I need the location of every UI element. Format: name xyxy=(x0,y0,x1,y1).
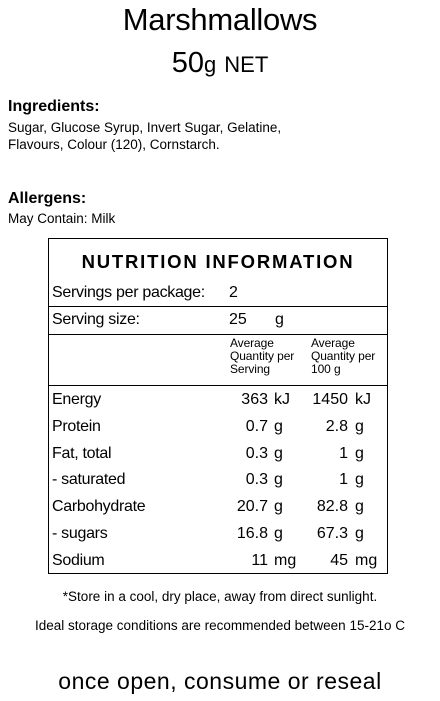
nutrient-per-serving: 0.3 xyxy=(245,444,268,462)
serving-size-label: Serving size: xyxy=(52,311,140,328)
servings-value: 2 xyxy=(229,284,238,301)
net-weight-unit: g xyxy=(203,52,217,77)
divider xyxy=(49,306,387,307)
column-header-per-serving: Average Quantity per Serving xyxy=(230,336,295,376)
nutrient-name: Energy xyxy=(52,391,101,408)
nutrient-per-100g-unit: g xyxy=(355,444,364,462)
nutrient-per-100g: 1450 xyxy=(312,391,348,408)
storage-conditions: Ideal storage conditions are recommended… xyxy=(35,618,405,633)
nutrient-name: - sugars xyxy=(52,525,108,542)
ingredients-heading: Ingredients: xyxy=(8,98,100,115)
nutrient-name: - saturated xyxy=(52,471,126,489)
nutrient-per-serving: 363 xyxy=(241,391,268,408)
nutrient-per-100g: 82.8 xyxy=(316,498,348,516)
ingredients-line-2: Flavours, Colour (120), Cornstarch. xyxy=(8,137,220,152)
nutrition-title: NUTRITION INFORMATION xyxy=(81,251,355,272)
servings-label: Servings per package: xyxy=(52,284,205,301)
nutrient-per-100g-unit: g xyxy=(355,417,364,435)
nutrient-per-100g-unit: g xyxy=(355,471,364,489)
nutrient-per-100g: 1 xyxy=(339,471,348,489)
net-weight-value: 50 xyxy=(171,47,204,79)
nutrient-per-100g: 2.8 xyxy=(325,417,348,435)
divider xyxy=(49,334,387,335)
allergens-heading: Allergens: xyxy=(8,190,87,207)
consume-note: once open, consume or reseal xyxy=(58,668,382,694)
nutrient-per-serving: 11 xyxy=(251,551,268,569)
nutrient-name: Sodium xyxy=(52,551,105,569)
nutrient-per-serving-unit: g xyxy=(274,417,283,435)
nutrition-panel: NUTRITION INFORMATION Servings per packa… xyxy=(48,238,388,574)
store-note: *Store in a cool, dry place, away from d… xyxy=(62,589,378,604)
nutrient-per-serving-unit: g xyxy=(274,471,283,489)
nutrient-name: Fat, total xyxy=(52,444,112,462)
nutrient-per-100g-unit: mg xyxy=(355,551,378,569)
nutrient-per-100g-unit: g xyxy=(355,525,364,542)
nutrient-per-serving-unit: mg xyxy=(274,551,297,569)
divider xyxy=(49,385,387,386)
nutrient-per-100g: 67.3 xyxy=(316,525,348,542)
nutrient-per-serving-unit: kJ xyxy=(274,391,290,408)
nutrient-per-100g: 45 xyxy=(330,551,348,569)
nutrient-per-serving: 20.7 xyxy=(236,498,268,516)
nutrient-per-serving: 16.8 xyxy=(236,525,268,542)
nutrient-name: Carbohydrate xyxy=(52,498,146,516)
nutrient-per-100g-unit: g xyxy=(355,498,364,516)
product-title: Marshmallows xyxy=(122,2,318,37)
nutrient-per-serving: 0.7 xyxy=(245,417,268,435)
nutrient-name: Protein xyxy=(52,417,101,435)
ingredients-line-1: Sugar, Glucose Syrup, Invert Sugar, Gela… xyxy=(8,120,282,135)
nutrient-per-serving: 0.3 xyxy=(245,471,268,489)
nutrient-per-serving-unit: g xyxy=(274,498,283,516)
nutrient-per-100g-unit: kJ xyxy=(355,391,371,408)
net-weight: 50g NET xyxy=(0,46,440,82)
allergens-text: May Contain: Milk xyxy=(8,211,116,226)
nutrient-per-100g: 1 xyxy=(339,444,348,462)
net-label: NET xyxy=(224,52,269,77)
serving-size-value: 25 xyxy=(229,311,247,328)
column-header-per-100g: Average Quantity per 100 g xyxy=(311,336,376,376)
nutrient-per-serving-unit: g xyxy=(274,525,283,542)
serving-size-unit: g xyxy=(275,311,284,328)
nutrient-per-serving-unit: g xyxy=(274,444,283,462)
